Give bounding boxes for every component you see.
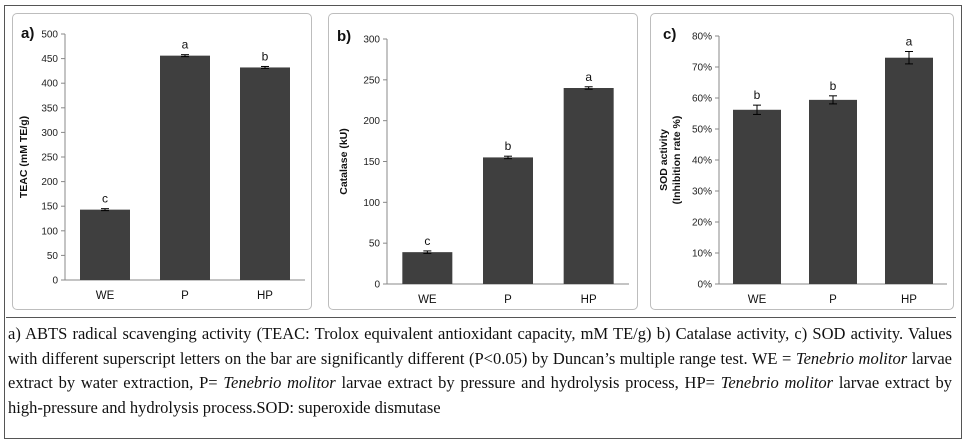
chart-c-ylabel: SOD activity (658, 129, 670, 191)
chart-a-letter: c (102, 192, 108, 206)
chart-b-category-label: WE (418, 294, 437, 306)
chart-c-ytick-label: 70% (692, 63, 712, 74)
chart-b-ytick-label: 100 (363, 198, 380, 209)
chart-a-ytick-label: 200 (41, 177, 58, 188)
chart-b-ytick-label: 200 (363, 116, 380, 127)
chart-b-ytick-label: 150 (363, 157, 380, 168)
chart-a-ytick-label: 400 (41, 79, 58, 90)
chart-a-letter: b (262, 49, 269, 63)
chart-b-bar (402, 252, 453, 284)
chart-c-category-label: WE (748, 294, 767, 306)
chart-b-ytick-label: 300 (363, 35, 380, 46)
chart-b-ytick-label: 50 (369, 239, 381, 250)
chart-b-letter: c (424, 234, 430, 248)
panel-a: a) 0 50 100 150 200 250 300 350 400 450 500 TEAC (mM… (12, 13, 312, 310)
chart-c-category-label: HP (901, 294, 917, 306)
chart-b-category-label: P (504, 294, 512, 306)
chart-a-letter: a (182, 38, 189, 52)
chart-a-ytick-label: 500 (41, 30, 58, 41)
chart-a-panel-label: a) (21, 25, 34, 42)
chart-a-ytick-label: 100 (41, 226, 58, 237)
chart-b-bar (483, 157, 533, 284)
chart-c-panel-label: c) (663, 26, 676, 43)
chart-a-ytick-label: 50 (47, 251, 59, 262)
chart-a-bar (240, 67, 290, 281)
chart-a-category-label: HP (257, 290, 273, 302)
chart-b-panel-label: b) (337, 28, 351, 45)
chart-b-svg: b) 0 50 100 150 200 250 300 Catalase (kU) c WE b Pa H… (337, 28, 629, 306)
chart-c-letter: b (754, 88, 761, 102)
caption-text-1: a) ABTS radical scavenging activity (TEA… (8, 324, 952, 368)
caption-text-2: larvae extract by water extraction, P= (8, 348, 952, 393)
chart-a-category-label: P (181, 290, 189, 302)
chart-b-letter: b (505, 139, 512, 153)
chart-c-bar (885, 57, 933, 285)
chart-a-bar (160, 55, 210, 281)
chart-b-ytick-label: 0 (374, 280, 380, 291)
chart-c-ytick-label: 10% (692, 249, 712, 260)
chart-a-ytick-label: 350 (41, 103, 58, 114)
chart-c-ytick-label: 60% (692, 94, 712, 105)
chart-c-ytick-label: 30% (692, 187, 712, 198)
caption-species-3: Tenebrio molitor (720, 373, 834, 393)
caption-text-4: larvae extract by high-pressure and hydr… (8, 373, 953, 417)
figure-caption: a) ABTS radical scavenging activity (TEA… (6, 317, 956, 437)
caption-species-2: Tenebrio molitor (223, 373, 336, 393)
chart-a-bar (80, 209, 130, 280)
chart-c-ytick-label: 20% (692, 218, 712, 229)
chart-c-svg: c) 0% 10% 20% 30% 40% 50% 60% 70% 80% SOD activity… (658, 26, 947, 306)
chart-c-bar (809, 99, 857, 284)
caption-species-1: Tenebrio molitor (795, 348, 908, 368)
chart-a-ytick-label: 450 (41, 54, 58, 65)
chart-b-bar (563, 88, 614, 284)
panel-c: c) 0% 10% 20% 30% 40% 50% 60% 70% 80% SOD activity… (650, 13, 954, 310)
figure-frame (4, 5, 962, 439)
chart-a-svg: a) 0 50 100 150 200 250 300 350 400 450 500 TEAC (mM… (18, 25, 305, 302)
chart-a-ytick-label: 150 (41, 202, 58, 213)
chart-c-ytick-label: 0% (698, 280, 713, 291)
caption-text-3: larvae extract by pressure and hydrolysi… (335, 373, 721, 393)
chart-a-ylabel: TEAC (mM TE/g) (18, 116, 30, 198)
chart-c-letter: a (906, 35, 913, 49)
chart-b-category-label: HP (581, 294, 597, 306)
chart-c-ylabel-2: (Inhibition rate %) (671, 116, 683, 205)
chart-c-ytick-label: 50% (692, 125, 712, 136)
chart-b-letter: a (585, 70, 592, 84)
chart-a-ytick-label: 250 (41, 153, 58, 164)
chart-a-category-label: WE (96, 290, 115, 302)
chart-b-ylabel: Catalase (kU) (338, 128, 350, 195)
chart-c-ytick-label: 40% (692, 156, 712, 167)
chart-c-category-label: P (829, 294, 837, 306)
chart-c-ytick-label: 80% (692, 32, 712, 43)
chart-b-ytick-label: 250 (363, 75, 380, 86)
chart-a-ytick-label: 0 (52, 276, 58, 287)
chart-a-ytick-label: 300 (41, 128, 58, 139)
chart-c-letter: b (830, 79, 837, 93)
chart-c-bar (733, 109, 781, 284)
